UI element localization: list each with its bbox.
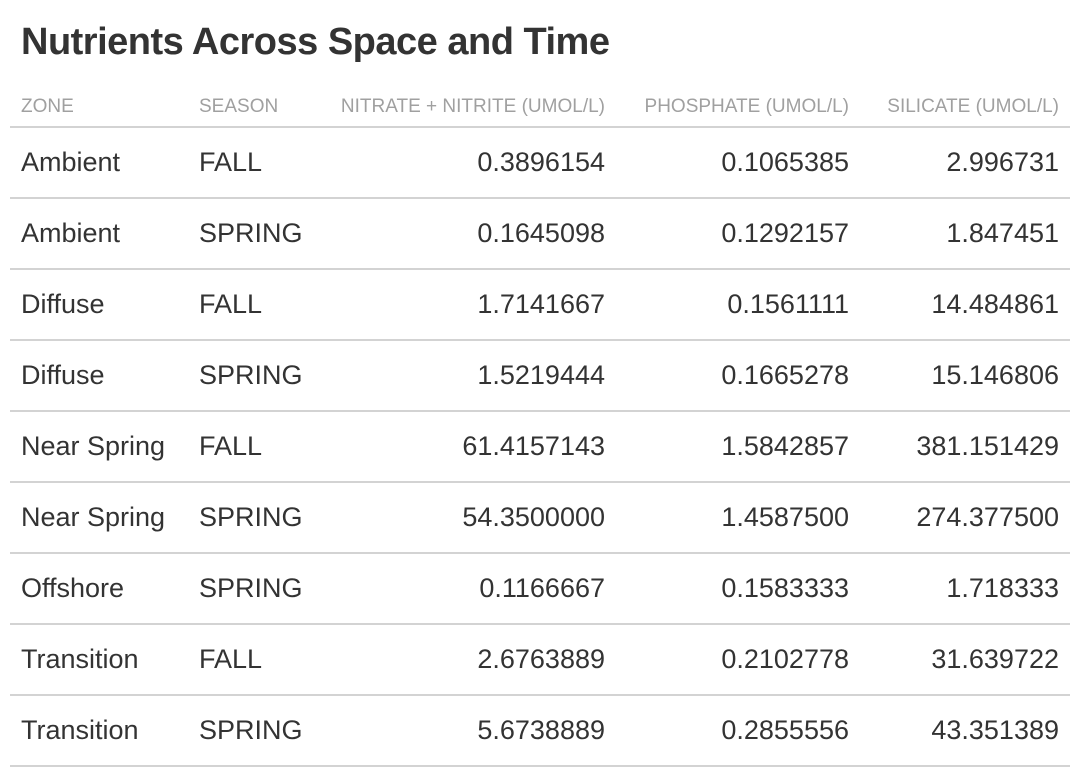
column-header-season: SEASON [188, 88, 308, 128]
cell-season: FALL [188, 411, 308, 483]
table-row: Diffuse SPRING 1.5219444 0.1665278 15.14… [10, 340, 1070, 412]
cell-silicate: 14.484861 [860, 269, 1070, 341]
cell-nitrate: 61.4157143 [308, 411, 616, 483]
table-row: Ambient SPRING 0.1645098 0.1292157 1.847… [10, 198, 1070, 270]
cell-phosphate: 0.1583333 [616, 553, 860, 625]
cell-nitrate: 1.5219444 [308, 340, 616, 412]
cell-zone: Transition [10, 624, 188, 696]
cell-silicate: 274.377500 [860, 482, 1070, 554]
cell-silicate: 43.351389 [860, 695, 1070, 767]
cell-zone: Diffuse [10, 340, 188, 412]
table-row: Near Spring SPRING 54.3500000 1.4587500 … [10, 482, 1070, 554]
column-header-silicate: SILICATE (UMOL/L) [860, 88, 1070, 128]
cell-zone: Transition [10, 695, 188, 767]
cell-season: SPRING [188, 482, 308, 554]
nutrients-table: ZONE SEASON NITRATE + NITRITE (UMOL/L) P… [10, 88, 1070, 767]
cell-season: SPRING [188, 198, 308, 270]
cell-phosphate: 0.2855556 [616, 695, 860, 767]
cell-phosphate: 0.1292157 [616, 198, 860, 270]
cell-season: FALL [188, 127, 308, 199]
cell-phosphate: 0.1665278 [616, 340, 860, 412]
table-row: Offshore SPRING 0.1166667 0.1583333 1.71… [10, 553, 1070, 625]
table-row: Ambient FALL 0.3896154 0.1065385 2.99673… [10, 127, 1070, 199]
cell-silicate: 1.718333 [860, 553, 1070, 625]
cell-phosphate: 0.1561111 [616, 269, 860, 341]
table-body: Ambient FALL 0.3896154 0.1065385 2.99673… [10, 127, 1070, 767]
cell-season: SPRING [188, 553, 308, 625]
cell-zone: Diffuse [10, 269, 188, 341]
cell-silicate: 381.151429 [860, 411, 1070, 483]
column-header-zone: ZONE [10, 88, 188, 128]
cell-silicate: 15.146806 [860, 340, 1070, 412]
cell-nitrate: 0.1166667 [308, 553, 616, 625]
cell-nitrate: 2.6763889 [308, 624, 616, 696]
cell-season: SPRING [188, 695, 308, 767]
cell-silicate: 1.847451 [860, 198, 1070, 270]
cell-season: FALL [188, 624, 308, 696]
cell-silicate: 31.639722 [860, 624, 1070, 696]
cell-nitrate: 1.7141667 [308, 269, 616, 341]
table-title: Nutrients Across Space and Time [21, 21, 610, 63]
cell-nitrate: 0.1645098 [308, 198, 616, 270]
cell-phosphate: 1.4587500 [616, 482, 860, 554]
cell-zone: Ambient [10, 127, 188, 199]
cell-nitrate: 5.6738889 [308, 695, 616, 767]
table-row: Near Spring FALL 61.4157143 1.5842857 38… [10, 411, 1070, 483]
cell-zone: Near Spring [10, 482, 188, 554]
cell-nitrate: 0.3896154 [308, 127, 616, 199]
cell-phosphate: 0.1065385 [616, 127, 860, 199]
table-container: Nutrients Across Space and Time ZONE SEA… [10, 0, 1070, 767]
table-row: Diffuse FALL 1.7141667 0.1561111 14.4848… [10, 269, 1070, 341]
cell-nitrate: 54.3500000 [308, 482, 616, 554]
cell-phosphate: 0.2102778 [616, 624, 860, 696]
cell-silicate: 2.996731 [860, 127, 1070, 199]
cell-season: FALL [188, 269, 308, 341]
column-header-nitrate: NITRATE + NITRITE (UMOL/L) [308, 88, 616, 128]
header-row: ZONE SEASON NITRATE + NITRITE (UMOL/L) P… [10, 88, 1070, 128]
table-row: Transition FALL 2.6763889 0.2102778 31.6… [10, 624, 1070, 696]
cell-season: SPRING [188, 340, 308, 412]
cell-zone: Near Spring [10, 411, 188, 483]
cell-zone: Ambient [10, 198, 188, 270]
table-row: Transition SPRING 5.6738889 0.2855556 43… [10, 695, 1070, 767]
cell-zone: Offshore [10, 553, 188, 625]
column-header-phosphate: PHOSPHATE (UMOL/L) [616, 88, 860, 128]
cell-phosphate: 1.5842857 [616, 411, 860, 483]
